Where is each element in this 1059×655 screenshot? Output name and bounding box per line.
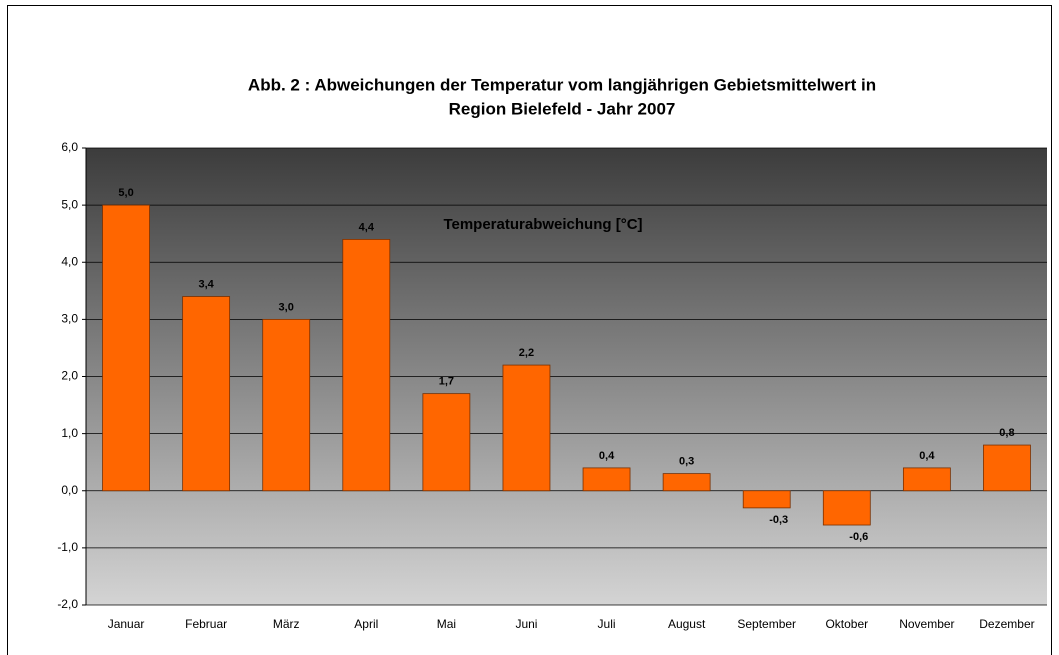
value-label: 5,0 (118, 187, 133, 199)
x-tick-label: Juni (515, 617, 537, 631)
bar (662, 473, 711, 492)
bar (902, 467, 951, 492)
x-tick-label: April (354, 617, 378, 631)
bar (422, 393, 471, 492)
x-tick-label: Februar (185, 617, 227, 631)
y-tick-label: 2,0 (61, 369, 78, 383)
value-label: 4,4 (359, 221, 375, 233)
bar (983, 444, 1031, 492)
x-tick-label: März (273, 617, 300, 631)
x-tick-label: August (668, 617, 706, 631)
x-tick-label: September (737, 617, 796, 631)
value-label: 0,3 (679, 456, 694, 468)
bar (502, 364, 551, 492)
y-tick-label: 1,0 (61, 426, 78, 440)
y-tick-label: 4,0 (61, 254, 78, 268)
series-label: Temperaturabweichung [°C] (443, 216, 642, 233)
chart-title: Abb. 2 : Abweichungen der Temperatur vom… (248, 75, 876, 94)
y-tick-label: -2,0 (57, 597, 78, 611)
x-tick-label: Januar (108, 617, 145, 631)
value-label: 3,4 (198, 278, 214, 290)
x-tick-label: Juli (598, 617, 616, 631)
x-tick-label: Oktober (825, 617, 868, 631)
x-tick-label: November (899, 617, 954, 631)
value-label: 0,4 (919, 450, 935, 462)
y-tick-label: 3,0 (61, 312, 78, 326)
y-tick-label: -1,0 (57, 540, 78, 554)
value-label: 3,0 (279, 301, 294, 313)
bar (742, 490, 791, 509)
chart-title: Region Bielefeld - Jahr 2007 (449, 99, 676, 118)
x-tick-label: Dezember (979, 617, 1034, 631)
value-label: 0,8 (999, 427, 1014, 439)
bar (262, 318, 311, 492)
y-tick-label: 5,0 (61, 197, 78, 211)
value-label: 0,4 (599, 450, 615, 462)
value-label: 2,2 (519, 347, 534, 359)
bar (182, 296, 231, 492)
bar (102, 204, 150, 492)
bar (582, 467, 631, 492)
bar (822, 490, 871, 526)
x-tick-label: Mai (437, 617, 456, 631)
y-tick-label: 6,0 (61, 140, 78, 154)
value-label: -0,6 (849, 531, 868, 543)
value-label: -0,3 (769, 514, 788, 526)
bar (342, 238, 391, 492)
value-label: 1,7 (439, 376, 454, 388)
y-tick-label: 0,0 (61, 483, 78, 497)
